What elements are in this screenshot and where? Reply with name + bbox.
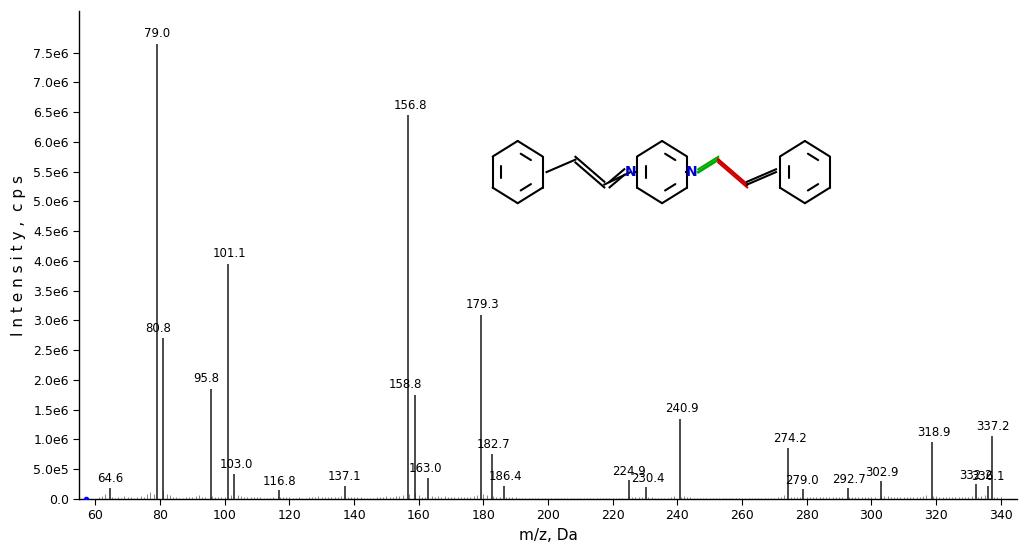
- Text: 101.1: 101.1: [213, 248, 247, 260]
- X-axis label: m/z, Da: m/z, Da: [518, 528, 578, 543]
- Text: 80.8: 80.8: [145, 322, 171, 335]
- Text: 103.0: 103.0: [219, 458, 253, 471]
- Text: 332.2: 332.2: [959, 469, 992, 481]
- Text: 318.9: 318.9: [917, 427, 951, 439]
- Text: 292.7: 292.7: [833, 473, 867, 486]
- Text: 240.9: 240.9: [665, 402, 699, 415]
- Y-axis label: I n t e n s i t y ,  c p s: I n t e n s i t y , c p s: [11, 175, 26, 336]
- Text: 274.2: 274.2: [773, 432, 806, 445]
- Text: 179.3: 179.3: [466, 298, 500, 311]
- Text: 64.6: 64.6: [97, 472, 123, 485]
- Text: 158.8: 158.8: [389, 378, 421, 391]
- Text: 336.1: 336.1: [971, 470, 1004, 484]
- Text: 95.8: 95.8: [193, 372, 219, 385]
- Text: 224.9: 224.9: [612, 464, 646, 478]
- Text: 156.8: 156.8: [394, 99, 427, 112]
- Text: 79.0: 79.0: [144, 27, 170, 40]
- Text: 137.1: 137.1: [328, 470, 362, 484]
- Text: 163.0: 163.0: [408, 462, 442, 475]
- Text: 279.0: 279.0: [785, 474, 818, 487]
- Text: 302.9: 302.9: [866, 466, 900, 479]
- Text: 337.2: 337.2: [977, 420, 1011, 433]
- Text: 186.4: 186.4: [489, 470, 522, 484]
- Text: 230.4: 230.4: [631, 471, 665, 485]
- Text: 182.7: 182.7: [477, 438, 511, 452]
- Text: 116.8: 116.8: [262, 475, 296, 488]
